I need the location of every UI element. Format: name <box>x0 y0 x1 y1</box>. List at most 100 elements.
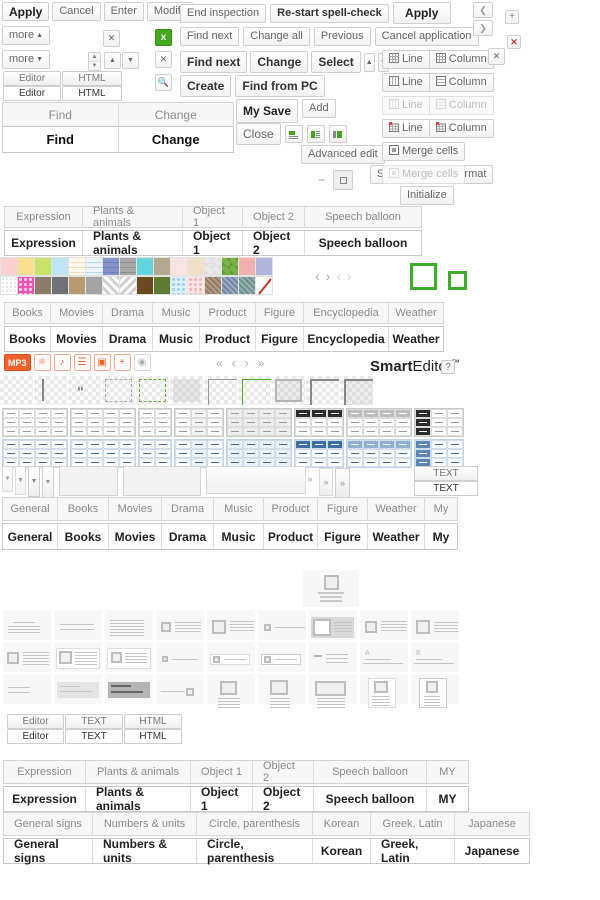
select-button[interactable]: Select <box>311 51 361 73</box>
tab-my-2-active[interactable]: MY <box>438 792 457 806</box>
swatch-solid-8[interactable] <box>136 257 154 276</box>
tab-drama-active[interactable]: Drama <box>103 327 153 351</box>
swatch-pattern-3[interactable] <box>51 276 69 295</box>
tab-object-1-2[interactable]: Object 1 <box>191 761 253 783</box>
tab-object-1[interactable]: Object 1 <box>183 205 243 229</box>
restart-spellcheck-button[interactable]: Re-start spell-check <box>270 3 389 23</box>
expand-icon-2[interactable]: » <box>319 468 333 496</box>
tab-find-active[interactable]: Find <box>3 127 119 152</box>
swatch-solid-13[interactable] <box>221 257 239 276</box>
tab-encyclopedia-active[interactable]: Encyclopedia <box>304 327 389 351</box>
table-style-header-dark[interactable] <box>294 408 344 437</box>
plus-icon[interactable]: + <box>113 354 131 371</box>
layout-thumb-featured[interactable] <box>303 570 359 607</box>
table-style-rows[interactable] <box>138 408 172 437</box>
tab-general-signs[interactable]: General signs <box>4 813 93 835</box>
swatch-pattern-15[interactable] <box>255 276 273 295</box>
layout-card-vertical[interactable] <box>360 674 408 708</box>
layout-boxed-icon-line-2[interactable] <box>258 642 306 672</box>
apply-button-2[interactable]: Apply <box>392 2 451 24</box>
search-button[interactable]: 🔍 <box>155 74 172 91</box>
tab-change[interactable]: Change <box>154 107 197 122</box>
tab-weather-active[interactable]: Weather <box>392 332 440 346</box>
tab-weather-2-active[interactable]: Weather <box>368 524 425 549</box>
tab-plants-animals-active[interactable]: Plants & animals <box>83 229 183 257</box>
layout-image-top-text[interactable] <box>207 674 255 708</box>
tab-numbers-units[interactable]: Numbers & units <box>93 813 197 835</box>
swatch-solid-7[interactable] <box>119 257 137 276</box>
headphone-icon[interactable]: ⚛ <box>33 354 51 371</box>
layout-small-icon-line[interactable] <box>258 610 306 640</box>
tab-korean-active[interactable]: Korean <box>313 839 371 863</box>
tv-icon[interactable]: ▣ <box>93 354 111 371</box>
color-preview-small[interactable] <box>448 271 467 290</box>
color-preview-large[interactable] <box>410 263 437 290</box>
tab-html-2[interactable]: HTML <box>124 714 182 729</box>
text-button-inactive[interactable]: TEXT <box>414 466 478 481</box>
layout-line-icon-right[interactable] <box>156 674 204 704</box>
frame-thick-shaded[interactable] <box>272 376 305 405</box>
frame-solid-thin[interactable] <box>204 376 237 405</box>
tab-plants-animals[interactable]: Plants & animals <box>83 205 183 229</box>
spinner-control[interactable]: ▲ ▼ <box>88 52 101 71</box>
tab-object-2-active[interactable]: Object 2 <box>243 229 305 257</box>
layout-card-vertical-2[interactable] <box>411 674 459 708</box>
tab-speech-balloon-active[interactable]: Speech balloon <box>318 236 408 250</box>
tab-product-2[interactable]: Product <box>264 498 318 520</box>
excel-icon-button[interactable]: x <box>155 29 172 46</box>
tab-general-signs-active[interactable]: General signs <box>4 837 93 865</box>
frame-bar-left[interactable] <box>34 376 67 405</box>
tab-movies[interactable]: Movies <box>51 303 103 323</box>
layout-centered-text[interactable] <box>3 610 51 640</box>
tab-japanese[interactable]: Japanese <box>468 818 516 830</box>
music-note-icon[interactable]: ♪ <box>53 354 71 371</box>
tab-plants-animals-2-active[interactable]: Plants & animals <box>86 785 191 813</box>
my-save-button[interactable]: My Save <box>236 99 299 123</box>
layout-wide-image-text[interactable] <box>309 674 357 708</box>
layout-tag-lines[interactable] <box>309 642 357 672</box>
spinner-down-icon[interactable]: ▼ <box>89 62 100 70</box>
tab-circle-parenthesis[interactable]: Circle, parenthesis <box>197 813 313 835</box>
align-center-icon[interactable] <box>306 125 325 143</box>
tab-speech-balloon[interactable]: Speech balloon <box>325 211 401 223</box>
cancel-button[interactable]: Cancel <box>52 2 101 21</box>
tab-text-active[interactable]: TEXT <box>65 729 123 744</box>
layout-tiny-icon-line[interactable] <box>156 642 204 672</box>
tab-object-2[interactable]: Object 2 <box>243 207 305 227</box>
tab-books-active[interactable]: Books <box>5 327 51 351</box>
dropdown-caret-1[interactable]: ▼ <box>2 466 13 492</box>
change-button[interactable]: Change <box>250 51 309 73</box>
swatch-solid-14[interactable] <box>238 257 256 276</box>
insert-line-button-2[interactable]: Line <box>382 73 430 92</box>
swatch-solid-2[interactable] <box>34 257 52 276</box>
list-icon[interactable]: ☰ <box>73 354 91 371</box>
tab-books-2-active[interactable]: Books <box>58 524 109 549</box>
frame-solid-green[interactable] <box>238 376 271 405</box>
tab-books[interactable]: Books <box>5 303 51 323</box>
tab-html[interactable]: HTML <box>62 71 122 86</box>
swatch-pattern-12[interactable] <box>204 276 222 295</box>
swatch-pattern-11[interactable] <box>187 276 205 295</box>
pager-first-icon[interactable]: « <box>216 356 223 370</box>
tab-find[interactable]: Find <box>3 103 119 126</box>
frame-shaded[interactable] <box>170 376 203 405</box>
align-left-icon[interactable] <box>284 125 303 143</box>
delete-small-button[interactable]: ✕ <box>507 35 521 49</box>
layout-card-image-text-2[interactable] <box>105 642 153 672</box>
dropdown-caret-4[interactable]: ▼ <box>42 466 54 498</box>
dropdown-caret-2[interactable]: ▼ <box>15 466 26 495</box>
swatch-solid-9[interactable] <box>153 257 171 276</box>
pager-last-icon[interactable]: » <box>257 356 265 370</box>
table-style-plain[interactable] <box>2 408 68 437</box>
tab-object-2-2[interactable]: Object 2 <box>253 760 314 784</box>
find-next-button-2[interactable]: Find next <box>180 51 248 73</box>
table-style-plain-blue[interactable] <box>2 439 68 468</box>
tab-plants-animals-2[interactable]: Plants & animals <box>86 761 191 783</box>
tab-drama-2-active[interactable]: Drama <box>162 524 214 549</box>
table-style-header-row[interactable] <box>346 408 412 437</box>
table-style-col-alt-blue[interactable] <box>174 439 224 468</box>
pager-next-icon[interactable]: › <box>244 356 249 370</box>
frame-thick-corner[interactable] <box>306 376 339 405</box>
tab-movies-2-active[interactable]: Movies <box>109 524 162 549</box>
step-up-button[interactable]: ▲ <box>104 52 121 69</box>
